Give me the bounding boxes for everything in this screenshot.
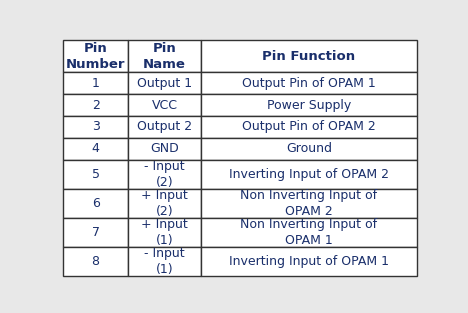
Bar: [63, 138, 128, 160]
Bar: [128, 72, 201, 94]
Text: GND: GND: [150, 142, 179, 156]
Bar: [201, 40, 417, 72]
Bar: [128, 116, 201, 138]
Bar: [63, 116, 128, 138]
Text: Pin Function: Pin Function: [263, 50, 355, 63]
Text: Inverting Input of OPAM 2: Inverting Input of OPAM 2: [229, 168, 389, 181]
Text: Output Pin of OPAM 2: Output Pin of OPAM 2: [242, 121, 376, 133]
Bar: [128, 218, 201, 247]
Bar: [128, 40, 201, 72]
Bar: [201, 160, 417, 189]
Text: Non Inverting Input of
OPAM 1: Non Inverting Input of OPAM 1: [240, 218, 377, 247]
Bar: [128, 189, 201, 218]
Bar: [63, 72, 128, 94]
Text: 5: 5: [92, 168, 100, 181]
Bar: [63, 247, 128, 276]
Bar: [128, 247, 201, 276]
Text: - Input
(2): - Input (2): [144, 160, 185, 189]
Text: 3: 3: [92, 121, 100, 133]
Bar: [128, 138, 201, 160]
Bar: [201, 94, 417, 116]
Text: Pin
Name: Pin Name: [143, 42, 186, 71]
Text: Non Inverting Input of
OPAM 2: Non Inverting Input of OPAM 2: [240, 189, 377, 218]
Bar: [201, 218, 417, 247]
Bar: [201, 138, 417, 160]
Bar: [201, 189, 417, 218]
Text: Power Supply: Power Supply: [267, 99, 351, 111]
Text: 4: 4: [92, 142, 100, 156]
Text: Pin
Number: Pin Number: [66, 42, 125, 71]
Text: VCC: VCC: [152, 99, 178, 111]
Text: Inverting Input of OPAM 1: Inverting Input of OPAM 1: [229, 255, 389, 268]
Text: 7: 7: [92, 226, 100, 239]
Text: 1: 1: [92, 77, 100, 90]
Text: 8: 8: [92, 255, 100, 268]
Bar: [201, 116, 417, 138]
Text: - Input
(1): - Input (1): [144, 247, 185, 276]
Bar: [63, 40, 128, 72]
Bar: [201, 72, 417, 94]
Text: Output 2: Output 2: [137, 121, 192, 133]
Text: 6: 6: [92, 197, 100, 210]
Text: Output 1: Output 1: [137, 77, 192, 90]
Bar: [63, 160, 128, 189]
Bar: [128, 160, 201, 189]
Text: + Input
(1): + Input (1): [141, 218, 188, 247]
Text: + Input
(2): + Input (2): [141, 189, 188, 218]
Bar: [201, 247, 417, 276]
Text: Ground: Ground: [286, 142, 332, 156]
Bar: [63, 189, 128, 218]
Bar: [63, 94, 128, 116]
Text: Output Pin of OPAM 1: Output Pin of OPAM 1: [242, 77, 376, 90]
Bar: [63, 218, 128, 247]
Bar: [128, 94, 201, 116]
Text: 2: 2: [92, 99, 100, 111]
